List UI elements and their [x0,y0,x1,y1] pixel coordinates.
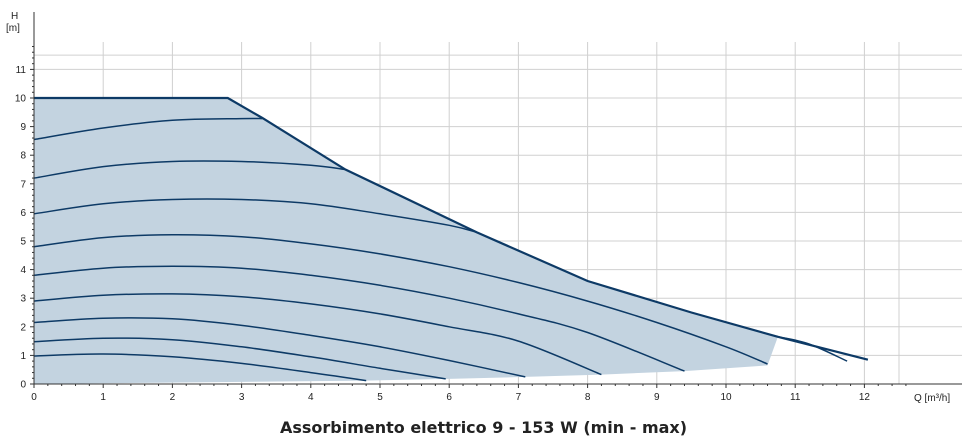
chart-caption: Assorbimento elettrico 9 - 153 W (min - … [279,418,688,437]
y-axis-label: H [11,11,18,22]
pump-curve-5 [33,265,685,372]
y-tick-label-7: 7 [20,179,26,190]
y-tick-label-9: 9 [20,122,26,133]
pump-curve-3 [33,317,526,378]
y-axis-unit: [m] [6,23,20,34]
x-tick-label-10: 10 [720,392,732,403]
x-tick-label-3: 3 [239,392,245,403]
x-tick-label-2: 2 [170,392,176,403]
pump-curve-7 [33,198,478,234]
y-tick-label-10: 10 [15,94,27,105]
curves [33,96,869,382]
y-tick-label-8: 8 [20,151,26,162]
pump-curve-1 [33,353,367,382]
y-tick-label-11: 11 [16,65,27,76]
y-tick-label-1: 1 [20,351,26,362]
pump-curve-4 [33,293,602,376]
operating-area-fill [34,98,778,384]
y-tick-label-3: 3 [20,294,26,305]
axes [30,12,962,388]
x-axis-label: Q [m³/h] [914,393,950,404]
operating-area [34,98,778,384]
x-tick-label-6: 6 [446,392,452,403]
y-tick-label-5: 5 [20,237,26,248]
pump-curve-8 [33,160,346,179]
y-tick-label-4: 4 [20,265,26,276]
x-tick-label-5: 5 [377,392,383,403]
y-tick-label-0: 0 [20,380,26,391]
x-tick-label-7: 7 [516,392,522,403]
x-tick-label-0: 0 [31,392,37,403]
x-tick-label-12: 12 [859,392,871,403]
y-tick-label-6: 6 [20,208,26,219]
pump-curve-9 [33,117,263,141]
x-tick-label-1: 1 [100,392,106,403]
x-tick-label-8: 8 [585,392,591,403]
pump-curve-2 [33,337,446,380]
x-tick-label-9: 9 [654,392,660,403]
x-tick-label-11: 11 [790,392,801,403]
x-tick-label-4: 4 [308,392,314,403]
pump-curve-6 [33,233,768,365]
y-tick-label-2: 2 [20,322,26,333]
max-curve-envelope [34,96,869,361]
